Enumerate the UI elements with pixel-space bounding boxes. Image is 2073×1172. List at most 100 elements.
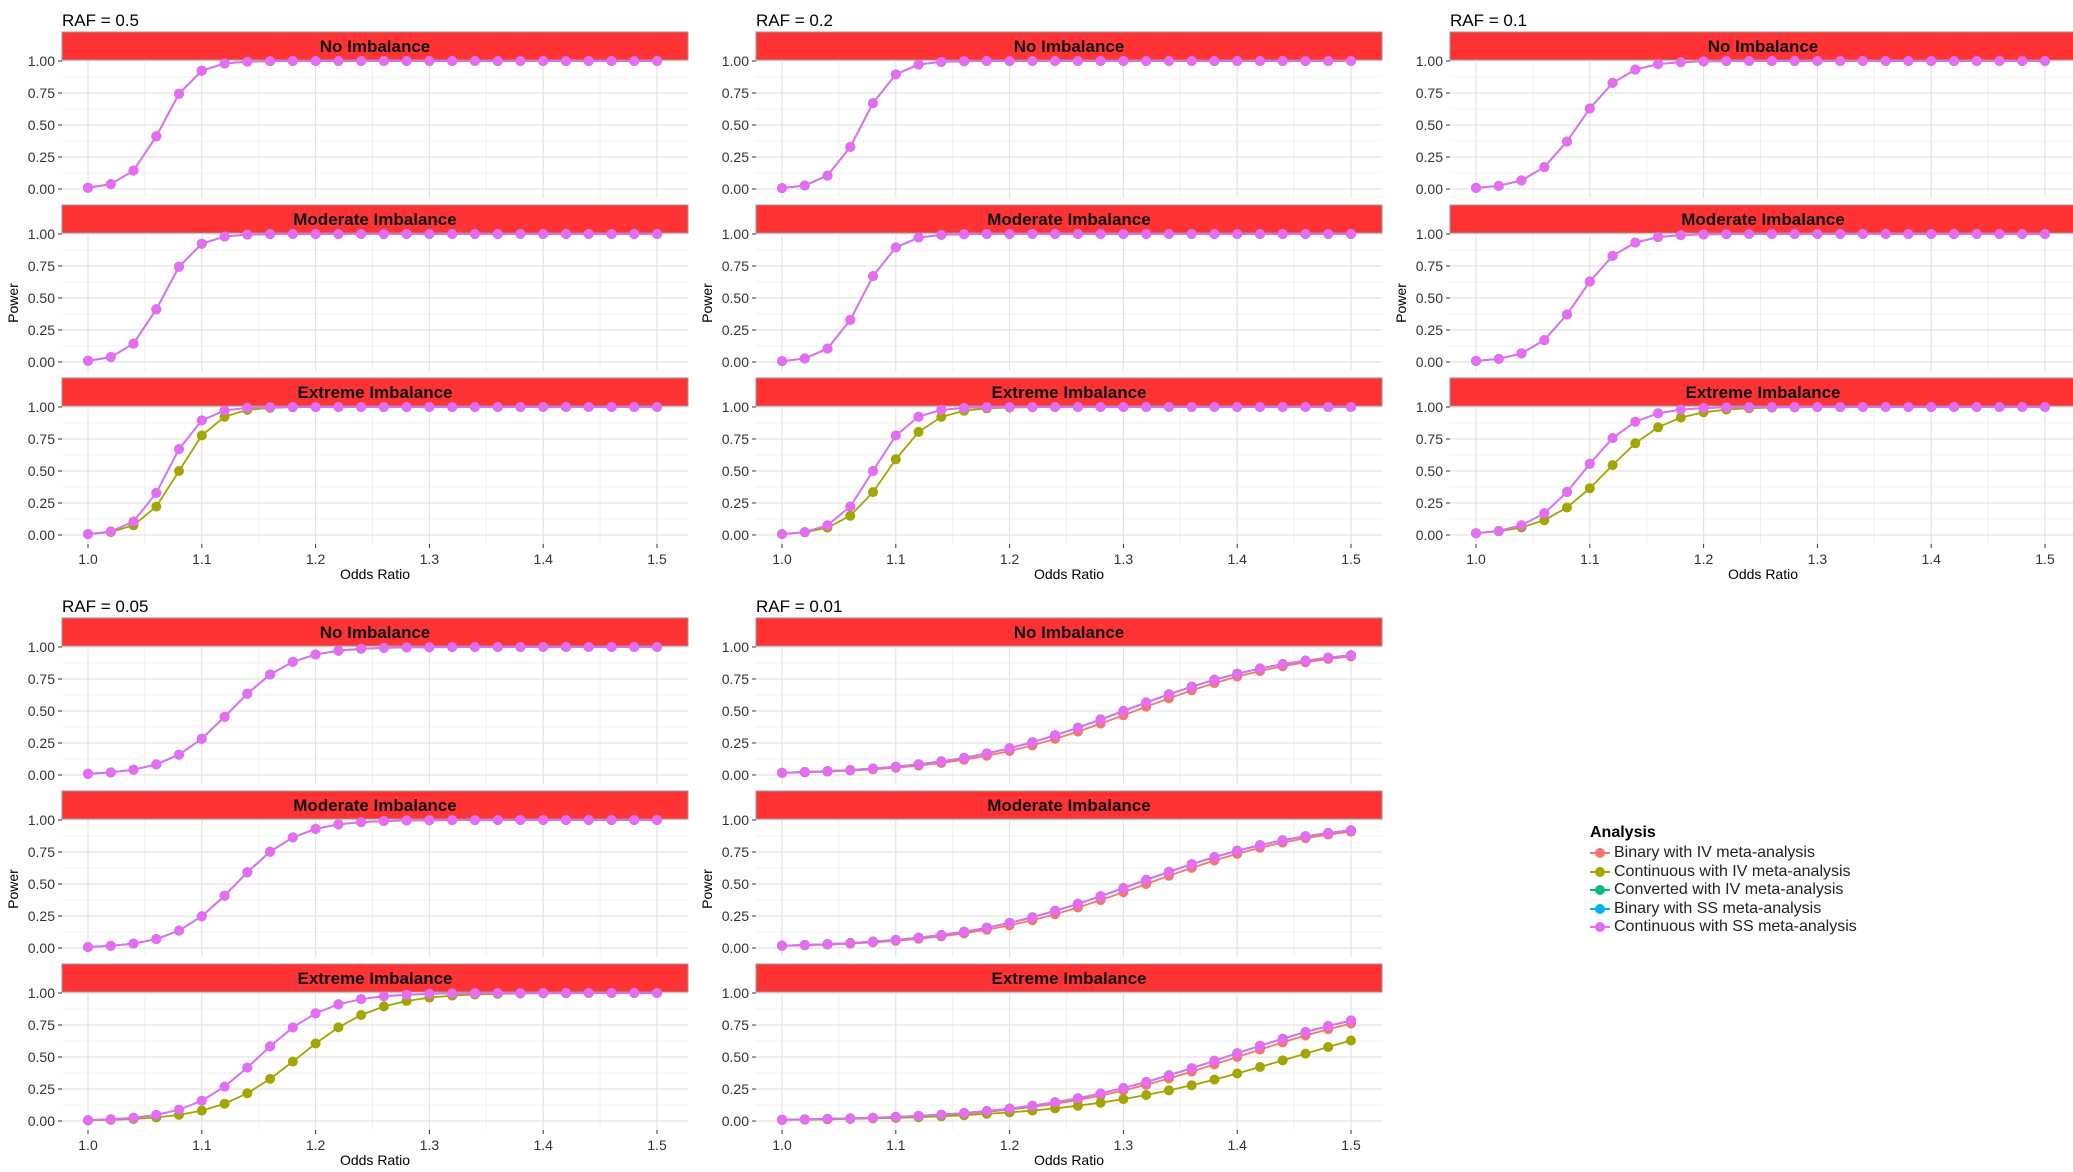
- data-point-cont_ss: [868, 466, 878, 476]
- data-point-cont_ss: [1072, 402, 1083, 412]
- data-point-cont_ss: [492, 988, 503, 999]
- data-point-cont_ss: [981, 922, 992, 933]
- data-point-cont_iv: [1095, 1097, 1106, 1108]
- x-axis-label: Odds Ratio: [1728, 566, 1798, 582]
- data-point-cont_ss: [1072, 898, 1083, 909]
- facet-strip: [755, 963, 1383, 993]
- data-point-cont_ss: [1903, 402, 1914, 412]
- legend: Analysis Binary with IV meta-analysis Con…: [1590, 824, 2050, 937]
- data-point-cont_ss: [2040, 402, 2050, 412]
- data-point-cont_ss: [1471, 182, 1481, 193]
- data-point-cont_ss: [1994, 229, 2005, 239]
- data-point-cont_ss: [1232, 1048, 1243, 1059]
- data-point-cont_ss: [265, 669, 276, 680]
- data-point-cont_ss: [959, 402, 970, 413]
- data-point-cont_ss: [515, 988, 526, 999]
- data-point-cont_ss: [561, 815, 571, 825]
- data-point-cont_ss: [799, 180, 810, 191]
- data-point-cont_ss: [105, 352, 116, 363]
- x-tick-label: 1.3: [1808, 551, 1828, 567]
- data-point-cont_ss: [1300, 402, 1311, 412]
- data-point-cont_ss: [777, 940, 787, 951]
- data-point-cont_ss: [606, 402, 617, 412]
- x-tick-label: 1.3: [1114, 1137, 1134, 1153]
- x-tick-label: 1.4: [533, 1137, 553, 1153]
- y-tick-label: 0.50: [722, 876, 749, 892]
- data-point-cont_ss: [936, 404, 947, 415]
- data-point-cont_ss: [174, 749, 184, 760]
- data-point-cont_ss: [1141, 402, 1152, 412]
- data-point-cont_ss: [310, 649, 321, 660]
- data-point-cont_ss: [2040, 56, 2050, 66]
- data-point-cont_ss: [959, 752, 970, 763]
- data-point-cont_ss: [1163, 866, 1174, 877]
- data-point-cont_iv: [1323, 1042, 1334, 1052]
- facet-label: No Imbalance: [320, 623, 431, 642]
- data-point-cont_iv: [1141, 1090, 1152, 1100]
- x-tick-label: 1.0: [772, 1137, 792, 1153]
- data-point-cont_ss: [1584, 276, 1595, 287]
- data-point-cont_ss: [936, 229, 947, 240]
- data-point-cont_ss: [469, 815, 480, 826]
- data-point-cont_ss: [822, 520, 833, 531]
- facet-strip: [61, 963, 689, 993]
- facet-strip: [61, 617, 689, 647]
- data-point-cont_ss: [1027, 56, 1038, 66]
- data-point-cont_ss: [1698, 56, 1709, 67]
- data-point-cont_ss: [538, 988, 549, 998]
- y-tick-label: 0.75: [1416, 258, 1443, 274]
- data-point-cont_ss: [1812, 402, 1823, 412]
- data-point-cont_ss: [401, 402, 412, 412]
- data-point-cont_ss: [1300, 229, 1311, 239]
- data-point-cont_iv: [333, 1022, 344, 1033]
- facet-strip: [755, 31, 1383, 61]
- data-point-cont_ss: [1346, 650, 1356, 661]
- y-tick-label: 1.00: [1416, 226, 1443, 242]
- y-tick-label: 0.00: [1416, 181, 1443, 197]
- data-point-cont_ss: [219, 890, 230, 901]
- data-point-cont_ss: [1949, 56, 1959, 66]
- y-tick-label: 0.25: [28, 735, 55, 751]
- data-point-cont_ss: [105, 1114, 116, 1125]
- data-point-cont_iv: [1255, 1062, 1265, 1072]
- x-tick-label: 1.5: [1341, 551, 1361, 567]
- data-point-cont_iv: [356, 1010, 367, 1020]
- data-point-cont_ss: [333, 402, 344, 412]
- data-point-cont_ss: [1323, 56, 1334, 66]
- data-point-cont_iv: [1300, 1048, 1311, 1059]
- data-point-cont_ss: [1744, 56, 1755, 66]
- data-point-cont_ss: [1346, 402, 1356, 412]
- data-point-cont_ss: [652, 402, 662, 412]
- data-point-cont_ss: [1118, 1083, 1129, 1093]
- data-point-cont_ss: [890, 761, 901, 772]
- facet-label: Moderate Imbalance: [293, 210, 456, 229]
- data-point-cont_ss: [378, 229, 389, 239]
- data-point-cont_ss: [469, 642, 480, 652]
- data-point-cont_ss: [799, 527, 810, 538]
- y-axis-label: Power: [5, 869, 21, 909]
- data-point-cont_ss: [561, 56, 571, 66]
- data-point-cont_ss: [151, 934, 162, 945]
- data-point-cont_ss: [652, 815, 662, 825]
- data-point-cont_ss: [1050, 905, 1061, 916]
- data-point-cont_iv: [936, 411, 947, 422]
- y-tick-label: 0.25: [1416, 495, 1443, 511]
- data-point-cont_ss: [265, 846, 276, 857]
- data-point-cont_ss: [1346, 229, 1356, 239]
- data-point-cont_ss: [151, 1109, 162, 1120]
- data-point-cont_ss: [515, 402, 526, 412]
- data-point-cont_iv: [287, 1056, 298, 1067]
- data-point-cont_ss: [105, 767, 116, 778]
- data-point-cont_ss: [652, 988, 662, 998]
- y-tick-label: 0.00: [28, 181, 55, 197]
- x-tick-label: 1.0: [78, 1137, 98, 1153]
- legend-label: Binary with SS meta-analysis: [1614, 899, 1822, 917]
- y-tick-label: 1.00: [722, 53, 749, 69]
- data-point-cont_ss: [1027, 1100, 1038, 1111]
- data-point-cont_ss: [310, 1008, 321, 1019]
- data-point-cont_ss: [629, 642, 640, 652]
- data-point-cont_ss: [1141, 1077, 1152, 1087]
- data-point-cont_ss: [629, 229, 640, 239]
- chart-panel: RAF = 0.2 No Imbalance 0.00 0.25 0.50 0.75 1.0…: [699, 11, 1383, 582]
- y-tick-label: 1.00: [28, 53, 55, 69]
